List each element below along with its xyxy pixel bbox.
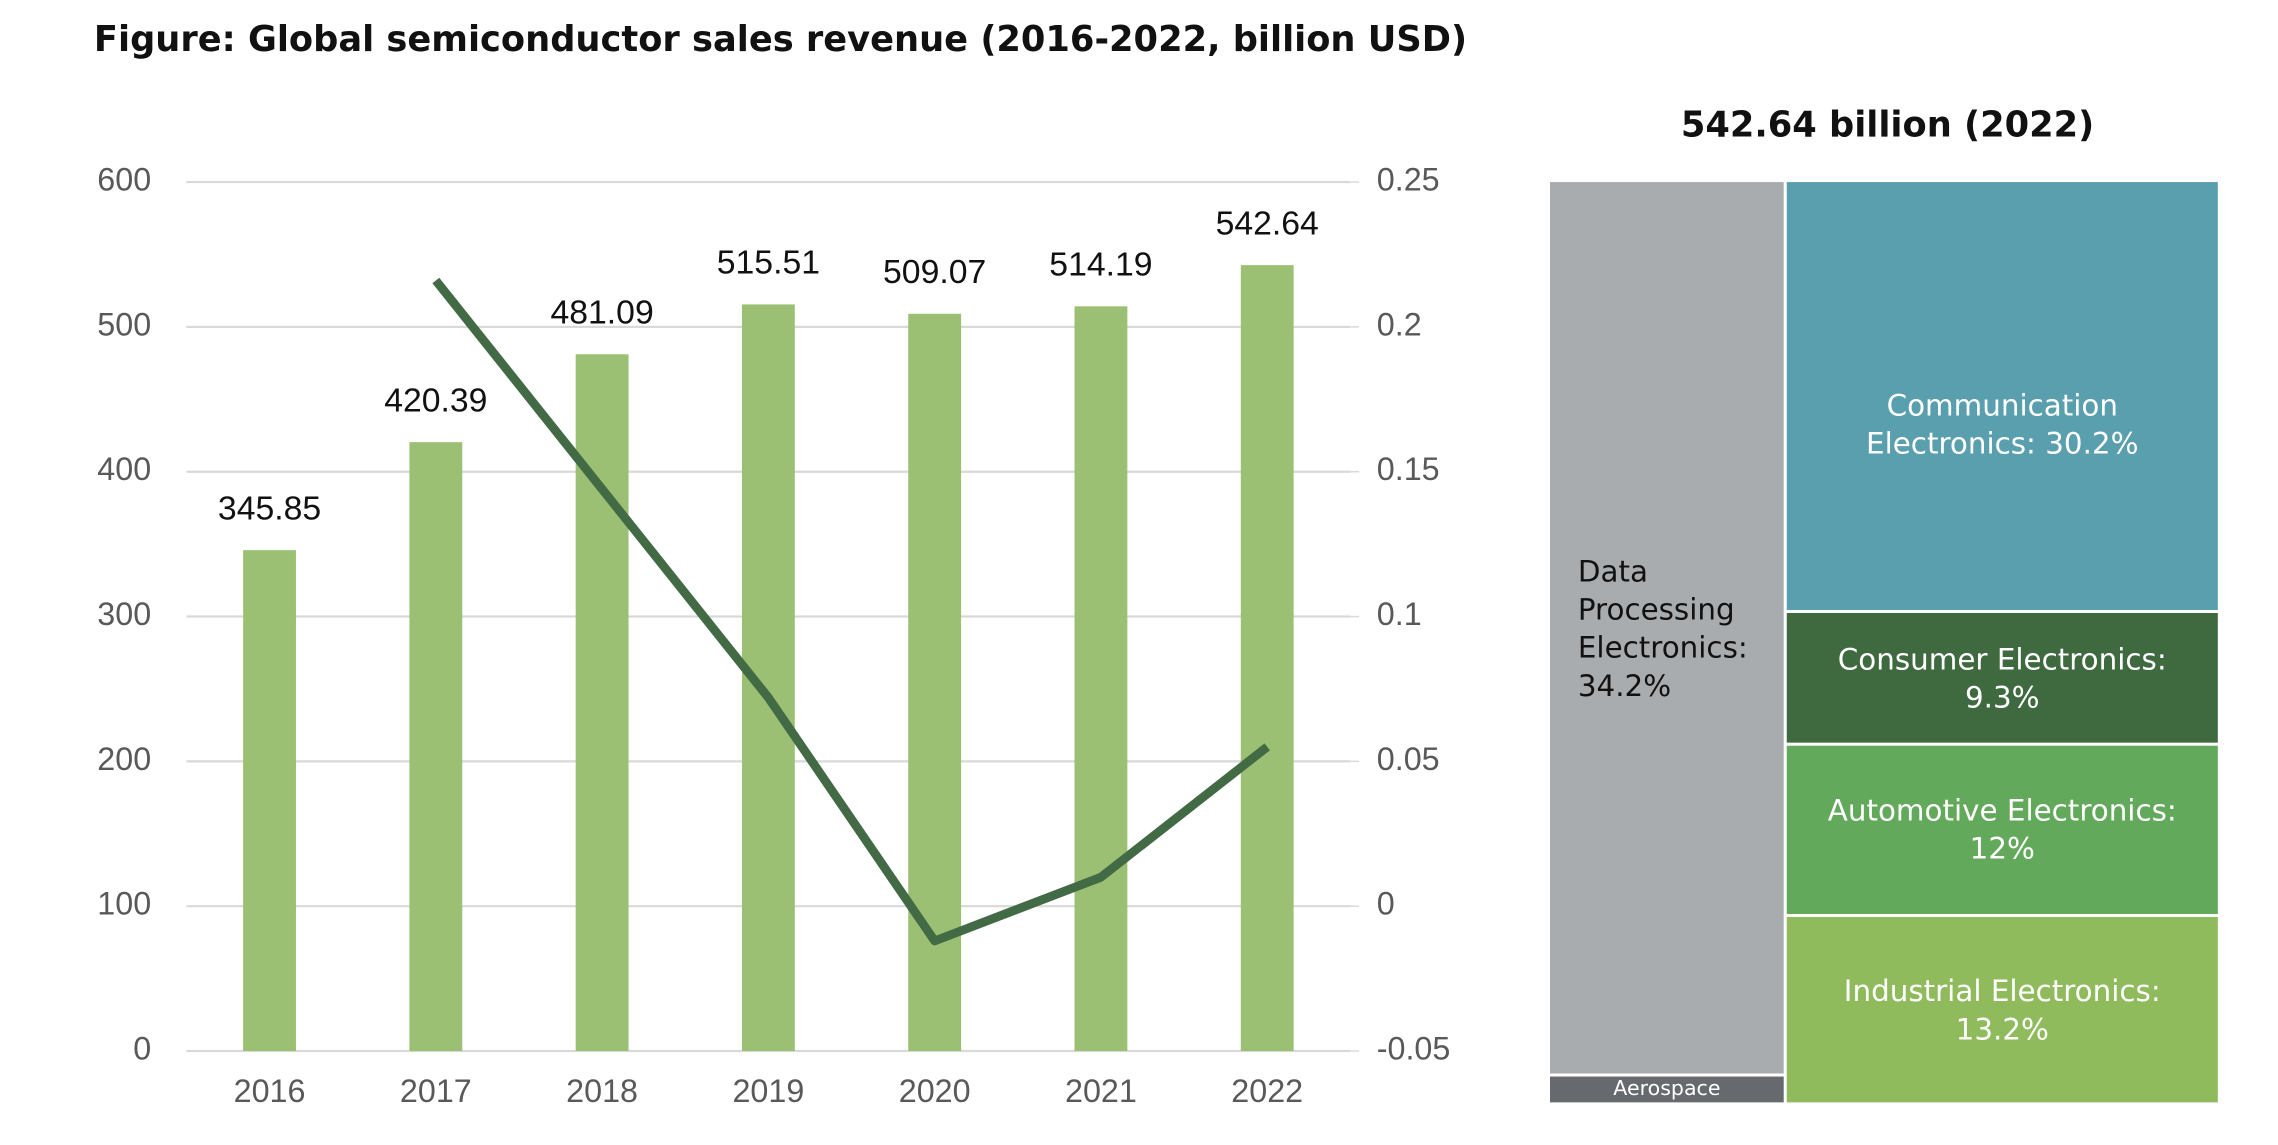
- y-tick-label: 600: [97, 162, 151, 198]
- y2-tick-label: 0: [1377, 886, 1395, 922]
- treemap-label-box: Data Processing Electronics: 34.2%: [1577, 552, 1748, 703]
- y2-tick-label: 0.1: [1377, 596, 1422, 632]
- bar: [243, 550, 296, 1051]
- y-tick-label: 0: [133, 1031, 151, 1067]
- bar: [908, 313, 962, 1051]
- treemap-label: Military/Civil Aerospace Electronics: 1.…: [1578, 1075, 1756, 1104]
- y2-tick-label: 0.05: [1377, 741, 1440, 777]
- treemap-cell: [1783, 179, 2221, 614]
- y-tick-label: 100: [97, 886, 151, 922]
- x-tick-label: 2017: [400, 1073, 472, 1109]
- y2-tick-label: 0.15: [1377, 451, 1440, 487]
- bar: [1074, 306, 1128, 1051]
- value-label: 509.07: [883, 253, 986, 291]
- x-tick-label: 2020: [899, 1073, 971, 1109]
- x-tick-label: 2016: [234, 1073, 306, 1109]
- x-tick-label: 2018: [566, 1073, 638, 1109]
- chart-title: Figure: Global semiconductor sales reven…: [94, 19, 1467, 60]
- treemap-title: 542.64 billion (2022): [1681, 104, 2094, 145]
- treemap-label: Data Processing Electronics: 34.2%: [1577, 552, 1748, 703]
- treemap-cell: [1783, 610, 2221, 746]
- treemap-label-box: Military/Civil Aerospace Electronics: 1.…: [1578, 1075, 1756, 1104]
- treemap-label: Industrial Electronics: 13.2%: [1843, 972, 2161, 1047]
- treemap-cell: [1783, 742, 2221, 917]
- treemap-label-box: Consumer Electronics: 9.3%: [1837, 641, 2167, 715]
- treemap-label-box: Industrial Electronics: 13.2%: [1843, 972, 2161, 1047]
- y-tick-label: 300: [97, 596, 151, 632]
- x-tick-label: 2021: [1065, 1073, 1137, 1109]
- x-tick-label: 2019: [732, 1073, 804, 1109]
- treemap-label: Communication Electronics: 30.2%: [1866, 387, 2139, 461]
- value-label: 542.64: [1216, 204, 1319, 242]
- bar: [575, 354, 629, 1051]
- y-tick-label: 500: [97, 306, 151, 342]
- y-tick-label: 200: [97, 741, 151, 777]
- value-label: 420.39: [384, 381, 487, 419]
- bar: [1240, 265, 1294, 1051]
- treemap-label-box: Automotive Electronics: 12%: [1827, 793, 2177, 867]
- value-label: 515.51: [717, 244, 820, 282]
- treemap-cell: [1547, 1073, 1787, 1106]
- value-label: 345.85: [218, 489, 321, 527]
- line: [432, 277, 1270, 946]
- treemap-label: Automotive Electronics: 12%: [1827, 793, 2177, 867]
- treemap-label-box: Communication Electronics: 30.2%: [1866, 387, 2139, 461]
- x-tick-label: 2022: [1231, 1073, 1303, 1109]
- value-label: 481.09: [550, 294, 653, 332]
- treemap-cell: [1783, 914, 2221, 1106]
- y2-tick-label: -0.05: [1377, 1031, 1451, 1067]
- y2-tick-label: 0.2: [1377, 306, 1422, 342]
- y-tick-label: 400: [97, 451, 151, 487]
- treemap-label: Consumer Electronics: 9.3%: [1837, 641, 2167, 715]
- treemap-cell: [1547, 179, 1787, 1077]
- value-label: 514.19: [1049, 246, 1152, 284]
- y2-tick-label: 0.25: [1377, 162, 1440, 198]
- bar: [409, 442, 463, 1051]
